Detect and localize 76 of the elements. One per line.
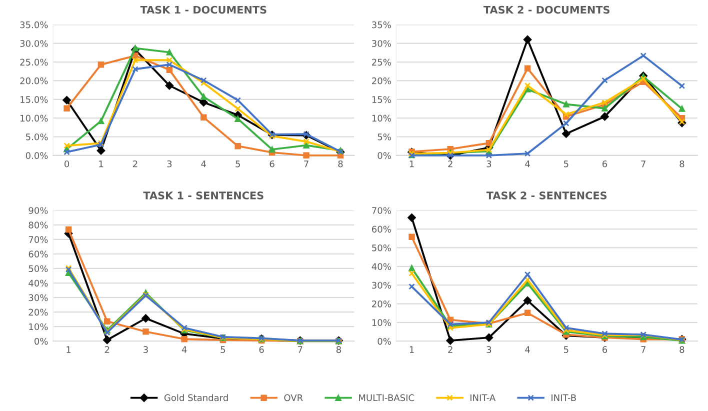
x-tick-label: 5 bbox=[564, 160, 568, 168]
y-tick-label: 0% bbox=[378, 338, 391, 345]
x-tick-label: 6 bbox=[270, 160, 274, 168]
y-tick-label: 30.0% bbox=[20, 40, 48, 47]
x-tick-label: 2 bbox=[448, 346, 452, 353]
legend-label: INIT-B bbox=[552, 394, 576, 401]
legend-label: INIT-A bbox=[470, 394, 496, 401]
y-tick-label: 40% bbox=[28, 280, 48, 287]
y-tick-label: 50% bbox=[372, 244, 391, 252]
x-tick-label: 2 bbox=[104, 346, 110, 353]
y-tick-label: 70% bbox=[28, 236, 48, 243]
chart-title: TASK 2 - SENTENCES bbox=[486, 192, 607, 200]
x-tick-label: 3 bbox=[167, 160, 172, 168]
chart-title: TASK 2 - DOCUMENTS bbox=[484, 6, 610, 14]
legend-label: OVR bbox=[284, 394, 303, 402]
y-tick-label: 10% bbox=[372, 114, 391, 122]
x-tick-label: 6 bbox=[602, 160, 608, 168]
y-tick-label: 10% bbox=[29, 323, 48, 330]
x-tick-label: 3 bbox=[486, 346, 492, 353]
y-tick-label: 25% bbox=[372, 58, 391, 66]
x-tick-label: 1 bbox=[66, 346, 71, 353]
y-tick-label: 70% bbox=[372, 207, 391, 214]
chart-title: TASK 1 - SENTENCES bbox=[143, 192, 264, 200]
y-tick-label: 40% bbox=[372, 263, 391, 270]
y-tick-label: 5% bbox=[378, 133, 391, 140]
x-tick-label: 3 bbox=[486, 160, 492, 168]
y-tick-label: 20% bbox=[372, 77, 391, 84]
x-tick-label: 5 bbox=[220, 346, 226, 353]
y-tick-label: 20% bbox=[372, 300, 391, 308]
y-tick-label: 20% bbox=[28, 308, 48, 316]
legend-label: Gold Standard bbox=[164, 394, 228, 402]
y-tick-label: 0% bbox=[378, 152, 391, 159]
y-tick-label: 35.0% bbox=[20, 21, 48, 28]
y-tick-label: 25.0% bbox=[20, 58, 48, 66]
chart-title: TASK 1 - DOCUMENTS bbox=[140, 6, 266, 14]
y-tick-label: 50% bbox=[28, 265, 48, 272]
y-tick-label: 10.0% bbox=[20, 114, 48, 122]
x-tick-label: 0 bbox=[64, 160, 70, 168]
y-tick-label: 0% bbox=[34, 338, 48, 345]
legend-label: MULTI-BASIC bbox=[359, 394, 414, 402]
y-tick-label: 60% bbox=[372, 226, 391, 233]
y-tick-label: 30% bbox=[372, 282, 391, 289]
x-tick-label: 8 bbox=[680, 160, 684, 168]
x-tick-label: 8 bbox=[338, 160, 343, 168]
x-tick-label: 4 bbox=[182, 346, 187, 353]
x-tick-label: 5 bbox=[236, 160, 240, 168]
y-tick-label: 5.0% bbox=[26, 133, 48, 140]
x-tick-label: 6 bbox=[602, 346, 608, 353]
x-tick-label: 2 bbox=[448, 160, 452, 168]
x-tick-label: 7 bbox=[298, 346, 302, 353]
x-tick-label: 2 bbox=[133, 160, 138, 168]
y-tick-label: 30% bbox=[28, 294, 48, 302]
x-tick-label: 1 bbox=[410, 160, 414, 168]
y-tick-label: 60% bbox=[28, 250, 48, 258]
x-tick-label: 4 bbox=[525, 346, 530, 353]
y-tick-label: 20.0% bbox=[20, 77, 48, 84]
x-tick-label: 8 bbox=[336, 346, 341, 353]
y-tick-label: 35% bbox=[372, 21, 391, 28]
y-tick-label: 90% bbox=[28, 207, 48, 214]
y-tick-label: 0.0% bbox=[26, 152, 48, 159]
x-tick-label: 4 bbox=[525, 160, 530, 168]
y-tick-label: 30% bbox=[372, 40, 391, 47]
x-tick-label: 7 bbox=[304, 160, 308, 168]
x-tick-label: 3 bbox=[144, 346, 148, 353]
x-tick-label: 8 bbox=[680, 346, 684, 353]
x-tick-label: 4 bbox=[201, 160, 206, 168]
y-tick-label: 10% bbox=[372, 319, 391, 326]
y-tick-label: 80% bbox=[28, 222, 48, 228]
y-tick-label: 15.0% bbox=[20, 96, 48, 103]
y-tick-label: 15% bbox=[372, 96, 391, 103]
x-tick-label: 1 bbox=[410, 346, 414, 353]
x-tick-label: 5 bbox=[564, 346, 568, 353]
x-tick-label: 7 bbox=[641, 346, 646, 353]
x-tick-label: 7 bbox=[641, 160, 646, 168]
x-tick-label: 1 bbox=[99, 160, 104, 168]
x-tick-label: 6 bbox=[259, 346, 264, 353]
